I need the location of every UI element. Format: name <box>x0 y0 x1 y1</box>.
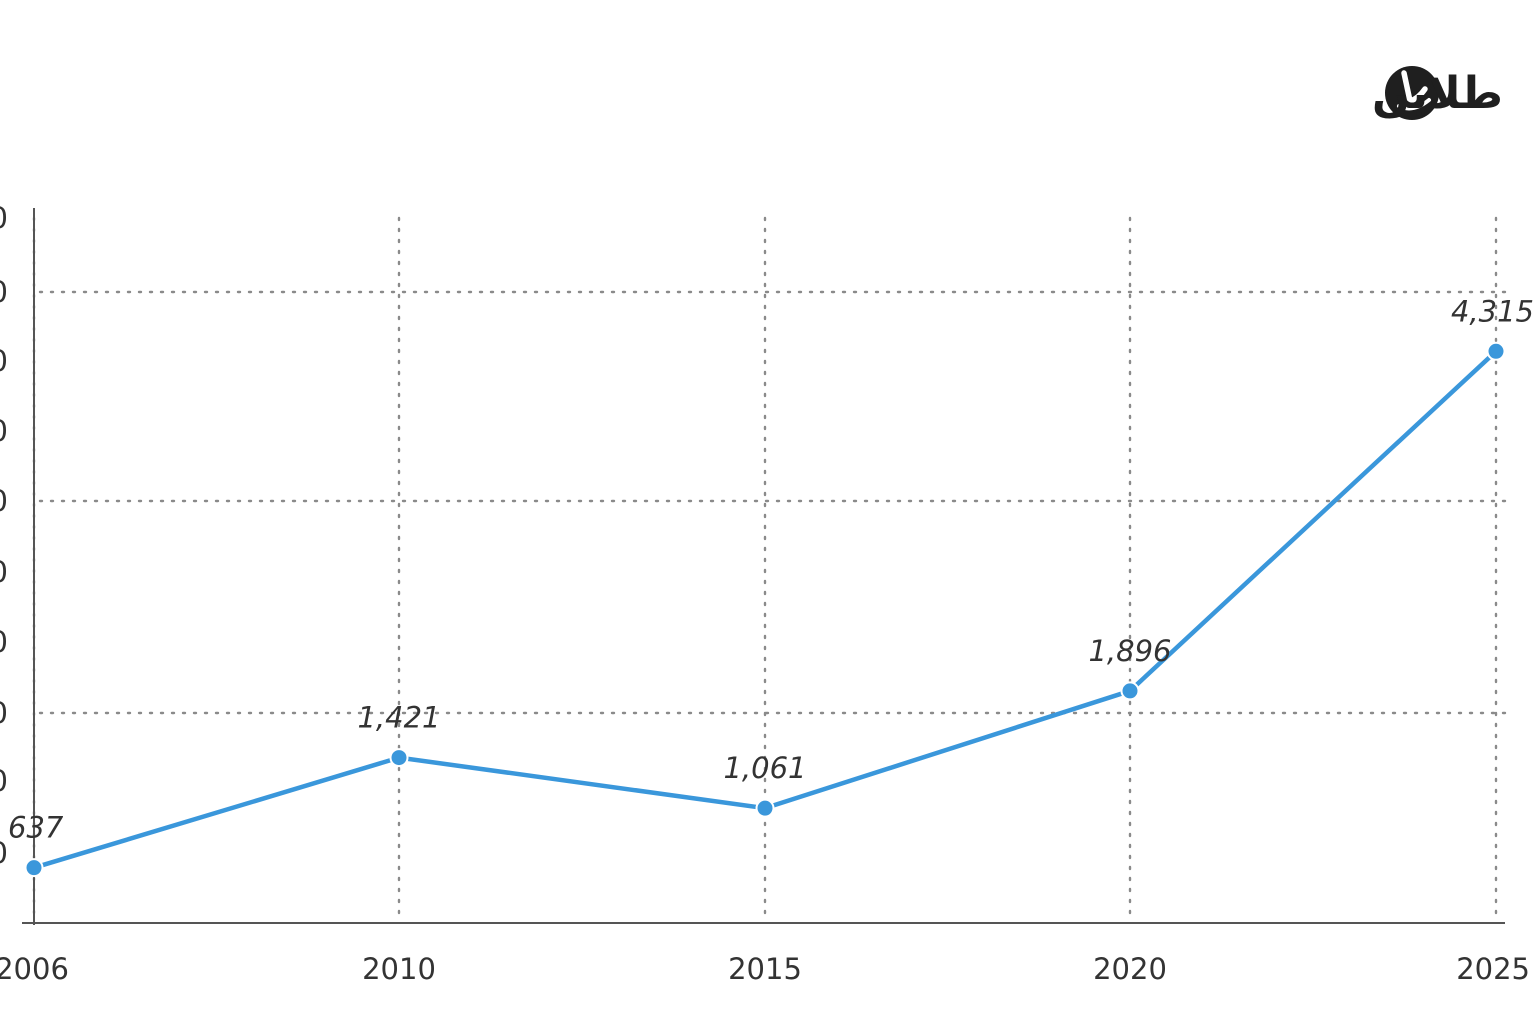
x-tick-label-2025: 2025 <box>1456 952 1530 986</box>
y-tick-label: 0 <box>0 275 8 309</box>
data-label-2010: 1,421 <box>357 701 440 735</box>
data-point-2015 <box>755 798 775 818</box>
data-labels: 637 1,421 1,061 1,896 4,315 <box>8 294 1534 844</box>
y-tick-label: 0 <box>0 555 8 589</box>
brand-logo: طلاین <box>1372 66 1503 120</box>
data-point-2025 <box>1486 341 1506 361</box>
x-tick-label-2020: 2020 <box>1093 952 1167 986</box>
data-label-2006: 637 <box>8 811 64 845</box>
logo-mark-icon <box>1385 66 1439 120</box>
data-point-2006 <box>24 858 44 878</box>
axes <box>22 208 1505 925</box>
x-tick-label-2006: 2006 <box>0 952 69 986</box>
x-tick-label-2015: 2015 <box>728 952 802 986</box>
y-tick-label: 0 <box>0 764 8 798</box>
y-axis-ticks: 0 0 0 0 0 0 0 0 0 0 <box>0 201 8 870</box>
data-label-2025: 4,315 <box>1451 294 1534 328</box>
data-point-2020 <box>1120 681 1140 701</box>
logo-text: طلاین <box>1372 68 1503 119</box>
y-tick-label: 0 <box>0 625 8 659</box>
series <box>24 341 1506 878</box>
data-label-2020: 1,896 <box>1088 634 1171 668</box>
data-label-2015: 1,061 <box>723 751 806 785</box>
x-axis-ticks: 2006 2010 2015 2020 2025 <box>0 952 1530 986</box>
y-tick-label: 0 <box>0 344 8 378</box>
x-tick-label-2010: 2010 <box>362 952 436 986</box>
y-tick-label: 0 <box>0 414 8 448</box>
data-point-2010 <box>389 748 409 768</box>
grid <box>32 216 1507 923</box>
y-tick-label: 0 <box>0 696 8 730</box>
y-tick-label: 0 <box>0 836 8 870</box>
y-tick-label: 0 <box>0 484 8 518</box>
y-tick-label: 0 <box>0 201 8 235</box>
